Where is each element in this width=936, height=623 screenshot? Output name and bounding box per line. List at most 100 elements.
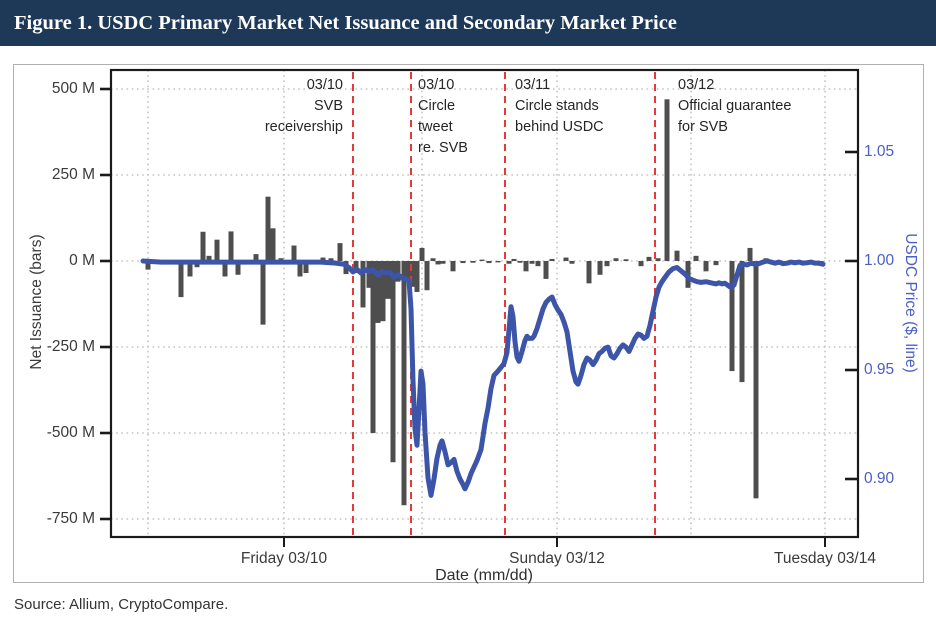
event-annotation-line: Official guarantee: [678, 98, 792, 114]
issuance-bar: [406, 261, 412, 279]
issuance-bar: [495, 261, 501, 263]
issuance-bar: [747, 247, 753, 261]
issuance-bar: [753, 261, 759, 499]
issuance-bar: [713, 261, 719, 266]
left-axis-title: Net Issuance (bars): [28, 234, 45, 370]
issuance-bar: [145, 261, 151, 270]
issuance-bar: [535, 261, 541, 267]
issuance-bar: [270, 228, 276, 261]
left-tick-label: 0 M: [69, 252, 95, 269]
chart-figure: Net Issuance (bars) USDC Price ($, line)…: [13, 64, 924, 584]
issuance-bar: [228, 231, 234, 261]
issuance-bar: [529, 261, 535, 264]
right-tick-label: 0.95: [864, 361, 895, 378]
issuance-bar: [235, 261, 241, 275]
issuance-bar: [523, 261, 529, 272]
issuance-bar: [200, 231, 206, 261]
issuance-bar: [549, 258, 555, 261]
event-annotation: 03/10 Circle tweet re. SVB: [418, 75, 468, 159]
event-annotation-line: for SVB: [678, 119, 728, 135]
issuance-bar: [638, 261, 644, 267]
issuance-bar: [424, 261, 430, 291]
event-annotation-line: Circle: [418, 98, 456, 114]
x-tick-label: Tuesday 03/14: [774, 550, 876, 567]
issuance-bar: [543, 261, 549, 279]
issuance-bar: [414, 261, 420, 292]
event-annotation-line: receivership: [264, 119, 343, 135]
issuance-bar: [479, 259, 485, 261]
issuance-bar: [360, 261, 366, 308]
issuance-bar: [337, 243, 343, 261]
issuance-bar: [320, 257, 326, 261]
event-annotation-line: re. SVB: [418, 140, 468, 156]
issuance-bar: [511, 258, 517, 261]
issuance-bar: [395, 261, 401, 282]
chart-canvas: [100, 68, 860, 547]
issuance-bar: [187, 261, 193, 277]
issuance-bar: [390, 261, 396, 463]
left-tick-label: 250 M: [51, 166, 95, 183]
x-tick-label: Friday 03/10: [240, 550, 328, 567]
event-annotation-line: 03/12: [678, 77, 715, 93]
event-annotation-line: 03/10: [306, 77, 343, 93]
issuance-bar: [260, 261, 266, 325]
issuance-bar: [506, 261, 512, 264]
issuance-bar: [370, 261, 376, 433]
left-tick-label: -750 M: [46, 510, 95, 527]
event-annotation-line: behind USDC: [515, 119, 604, 135]
issuance-bar: [703, 261, 709, 272]
issuance-bar: [460, 261, 466, 264]
issuance-bar: [411, 261, 417, 287]
event-annotation-line: tweet: [418, 119, 453, 135]
source-note: Source: Allium, CryptoCompare.: [14, 596, 229, 613]
right-tick-label: 0.90: [864, 470, 895, 487]
issuance-bar: [206, 255, 212, 261]
issuance-bar: [604, 261, 610, 267]
issuance-bar: [674, 250, 680, 261]
event-annotation-line: SVB: [313, 98, 343, 114]
issuance-bar: [419, 247, 425, 261]
issuance-bar: [563, 257, 569, 261]
event-annotation-line: 03/11: [515, 77, 551, 93]
issuance-bar: [303, 261, 309, 274]
left-tick-label: 500 M: [51, 80, 95, 97]
issuance-bar: [729, 261, 735, 372]
issuance-bar: [435, 261, 441, 265]
right-tick-label: 1.00: [864, 252, 895, 269]
x-tick-label: Sunday 03/12: [509, 550, 605, 567]
issuance-bar: [486, 261, 492, 264]
x-axis-title: Date (mm/dd): [435, 567, 533, 584]
issuance-bar: [646, 256, 652, 261]
issuance-bar: [214, 239, 220, 261]
event-annotation-line: 03/10: [418, 77, 455, 93]
issuance-bar: [401, 261, 407, 506]
issuance-bar: [569, 261, 575, 264]
issuance-bar: [222, 261, 228, 277]
right-tick-label: 1.05: [864, 143, 895, 160]
issuance-bar: [178, 261, 184, 298]
issuance-bar: [366, 261, 372, 288]
event-annotation: 03/11 Circle stands behind USDC: [515, 75, 604, 138]
issuance-bar: [291, 245, 297, 261]
plot-frame: [109, 68, 860, 539]
left-tick-label: -500 M: [46, 424, 95, 441]
left-tick-label: -250 M: [46, 338, 95, 355]
issuance-bar: [739, 261, 745, 383]
issuance-bar: [375, 261, 381, 323]
issuance-bar: [253, 254, 259, 261]
figure-title: Figure 1. USDC Primary Market Net Issuan…: [14, 12, 677, 34]
issuance-bar: [586, 261, 592, 284]
issuance-bar: [470, 261, 476, 263]
issuance-bar: [664, 99, 670, 261]
issuance-bar: [265, 196, 271, 261]
issuance-bar: [385, 261, 391, 299]
issuance-bar: [597, 261, 603, 275]
issuance-bar: [450, 261, 456, 272]
usdc-price-line: [140, 258, 826, 498]
issuance-bar: [297, 261, 303, 277]
issuance-bar: [430, 258, 436, 261]
issuance-bar: [380, 261, 386, 322]
issuance-bar: [517, 261, 523, 263]
event-annotation: 03/10 SVB receivership: [265, 75, 343, 138]
